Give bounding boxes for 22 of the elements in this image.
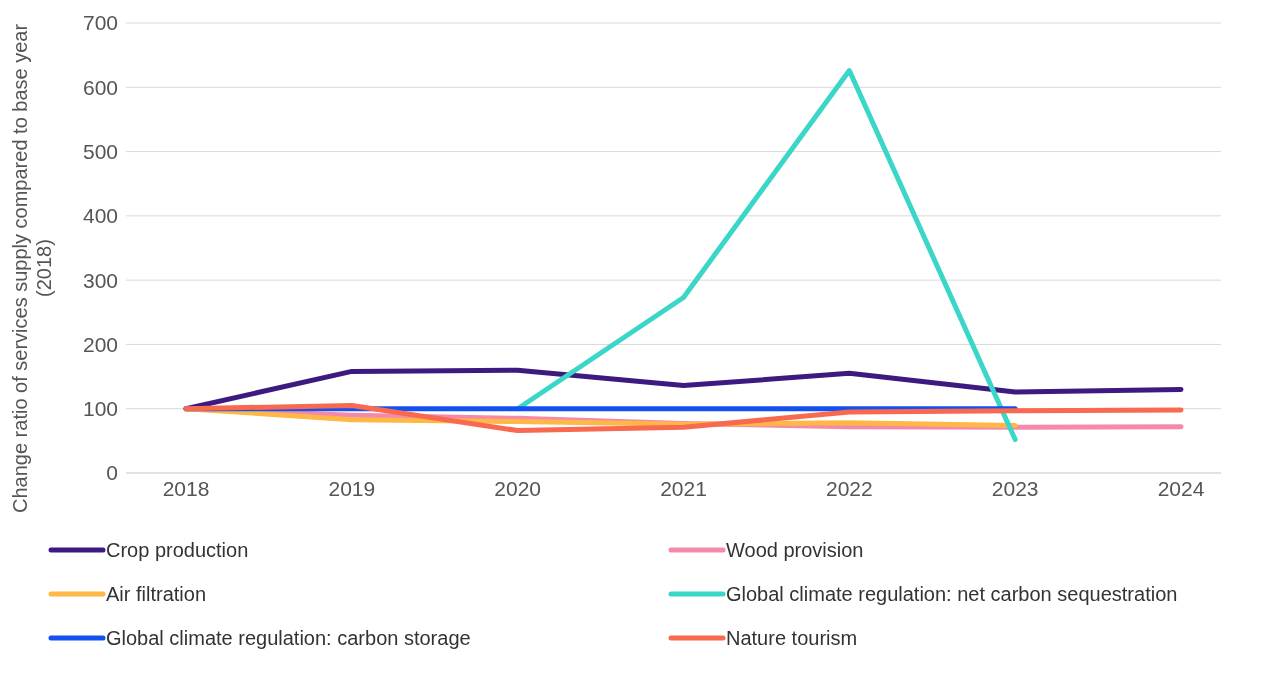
y-tick-label: 600 <box>82 75 118 99</box>
x-tick-label: 2020 <box>494 476 542 500</box>
legend-label: Global climate regulation: carbon storage <box>106 626 471 650</box>
x-tick-label: 2023 <box>991 476 1039 500</box>
y-tick-label: 100 <box>82 397 118 421</box>
y-tick-label: 0 <box>106 461 118 485</box>
x-tick-label: 2022 <box>825 476 873 500</box>
y-axis-title: Change ratio of services supply compared to base year (2018) <box>8 22 56 515</box>
x-tick-label: 2019 <box>328 476 376 500</box>
x-tick-label: 2021 <box>660 476 707 500</box>
legend-label: Nature tourism <box>726 626 858 650</box>
y-tick-label: 300 <box>82 268 118 292</box>
y-tick-label: 500 <box>82 140 118 164</box>
y-tick-label: 200 <box>82 332 118 356</box>
x-tick-label: 2018 <box>162 476 210 500</box>
legend-label: Crop production <box>106 538 249 562</box>
y-tick-label: 400 <box>82 204 118 228</box>
x-tick-label: 2024 <box>1157 476 1205 500</box>
y-tick-label: 700 <box>82 11 118 35</box>
legend-label: Wood provision <box>726 538 864 562</box>
legend-label: Global climate regulation: net carbon sequestration <box>726 582 1178 606</box>
legend-label: Air filtration <box>106 582 207 606</box>
